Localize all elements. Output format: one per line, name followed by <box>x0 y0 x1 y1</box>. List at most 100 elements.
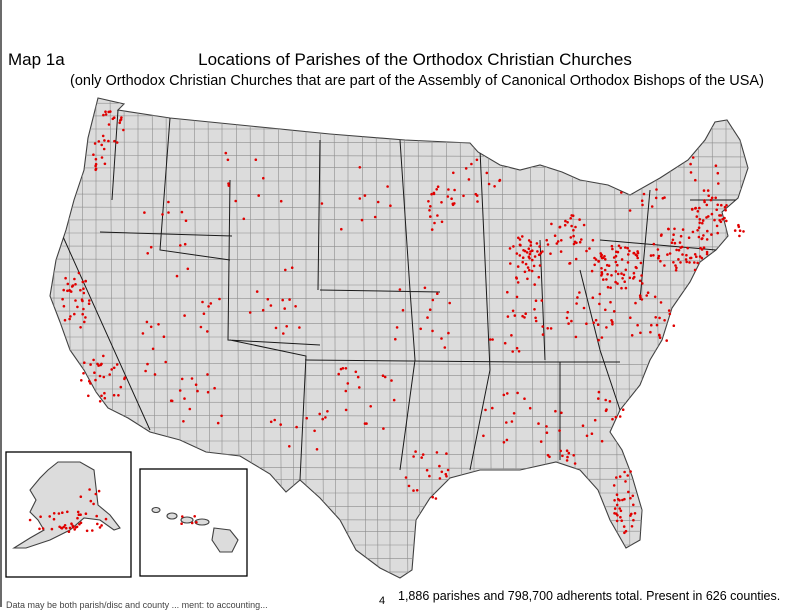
parish-dot <box>612 256 616 259</box>
parish-dot <box>528 406 532 410</box>
parish-dot <box>610 274 613 277</box>
parish-dot <box>82 291 86 295</box>
parish-dot <box>558 225 562 229</box>
parish-dot <box>702 234 705 237</box>
parish-dot <box>581 424 585 428</box>
page-number: 4 <box>379 595 386 607</box>
parish-dot <box>206 373 209 376</box>
parish-dot <box>435 451 439 454</box>
parish-dot <box>447 331 450 335</box>
parish-dot <box>652 254 655 257</box>
parish-dot <box>282 332 285 335</box>
parish-dot <box>118 121 121 125</box>
parish-dot <box>93 371 96 375</box>
parish-dot <box>88 379 91 383</box>
parish-dot <box>62 304 66 308</box>
parish-dot <box>98 400 102 403</box>
parish-dot <box>695 215 699 218</box>
parish-dot <box>84 512 88 515</box>
parish-dot <box>73 528 76 531</box>
parish-dot <box>677 258 680 261</box>
parish-dot <box>279 423 283 426</box>
parish-dot <box>716 203 719 207</box>
parish-dot <box>100 143 103 147</box>
parish-dot <box>61 511 64 514</box>
parish-dot <box>462 194 465 198</box>
parish-dot <box>681 253 684 256</box>
parish-dot <box>624 529 628 533</box>
parish-dot <box>83 361 86 365</box>
parish-dot <box>521 260 524 264</box>
parish-dot <box>537 275 541 279</box>
parish-dot <box>698 218 702 221</box>
parish-dot <box>597 390 601 394</box>
parish-dot <box>432 191 436 195</box>
parish-dots-alaska <box>28 488 108 533</box>
parish-dot <box>668 252 672 255</box>
parish-dot <box>689 256 692 260</box>
parish-dot <box>687 236 691 239</box>
hawaii-inset-frame <box>139 468 248 577</box>
parish-dot <box>109 110 112 113</box>
parish-dot <box>149 325 153 329</box>
parish-dot <box>573 462 577 465</box>
parish-dot <box>572 228 575 232</box>
parish-dot <box>326 410 329 413</box>
parish-dot <box>92 502 95 506</box>
parish-dot <box>636 323 639 327</box>
parish-dot <box>527 239 531 242</box>
parish-dot <box>529 250 532 253</box>
parish-dot <box>77 271 81 275</box>
parish-dot <box>705 216 708 219</box>
page-left-rule <box>0 0 2 607</box>
parish-dot <box>102 375 106 379</box>
parish-dot <box>686 246 689 250</box>
parish-dot <box>691 208 694 211</box>
parish-dot <box>691 156 695 159</box>
parish-dot <box>654 196 658 200</box>
parish-dot <box>626 261 630 264</box>
parish-dot <box>161 213 164 216</box>
parish-dot <box>723 216 726 220</box>
parish-dot <box>67 530 71 533</box>
parish-dot <box>143 211 146 214</box>
parish-dot <box>440 470 444 474</box>
parish-dot <box>104 110 107 113</box>
parish-dot <box>619 515 622 519</box>
map-subtitle: (only Orthodox Christian Churches that a… <box>70 73 764 89</box>
parish-dot <box>93 142 97 145</box>
parish-dot <box>640 199 644 202</box>
parish-dot <box>470 162 473 166</box>
parish-dot <box>538 245 541 248</box>
parish-dot <box>516 281 520 284</box>
parish-dot <box>618 507 621 510</box>
parish-dot <box>85 529 89 533</box>
parish-dot <box>613 512 616 515</box>
parish-dot <box>511 309 515 313</box>
parish-dot <box>182 420 185 423</box>
parish-dot <box>632 251 636 255</box>
parish-dot <box>515 252 519 255</box>
parish-dot <box>412 489 415 492</box>
parish-dot <box>431 495 435 499</box>
parish-dot <box>737 223 740 227</box>
parish-dot <box>386 185 389 188</box>
parish-dot <box>695 255 698 258</box>
parish-dot <box>594 318 598 322</box>
parish-dot <box>87 302 91 306</box>
parish-dot <box>398 288 402 291</box>
parish-dot <box>506 392 509 395</box>
parish-dot <box>392 398 396 402</box>
parish-dot <box>519 243 522 247</box>
parish-dot <box>451 202 455 206</box>
parish-dot <box>574 335 578 339</box>
parish-dot <box>288 298 291 301</box>
parish-dots-hawaii <box>180 515 198 525</box>
parish-dot <box>523 397 526 401</box>
parish-dot <box>716 171 720 175</box>
parish-dot <box>733 229 737 232</box>
parish-dot <box>498 178 502 182</box>
parish-dot <box>561 454 564 458</box>
parish-dot <box>50 527 54 531</box>
parish-dot <box>506 315 510 318</box>
